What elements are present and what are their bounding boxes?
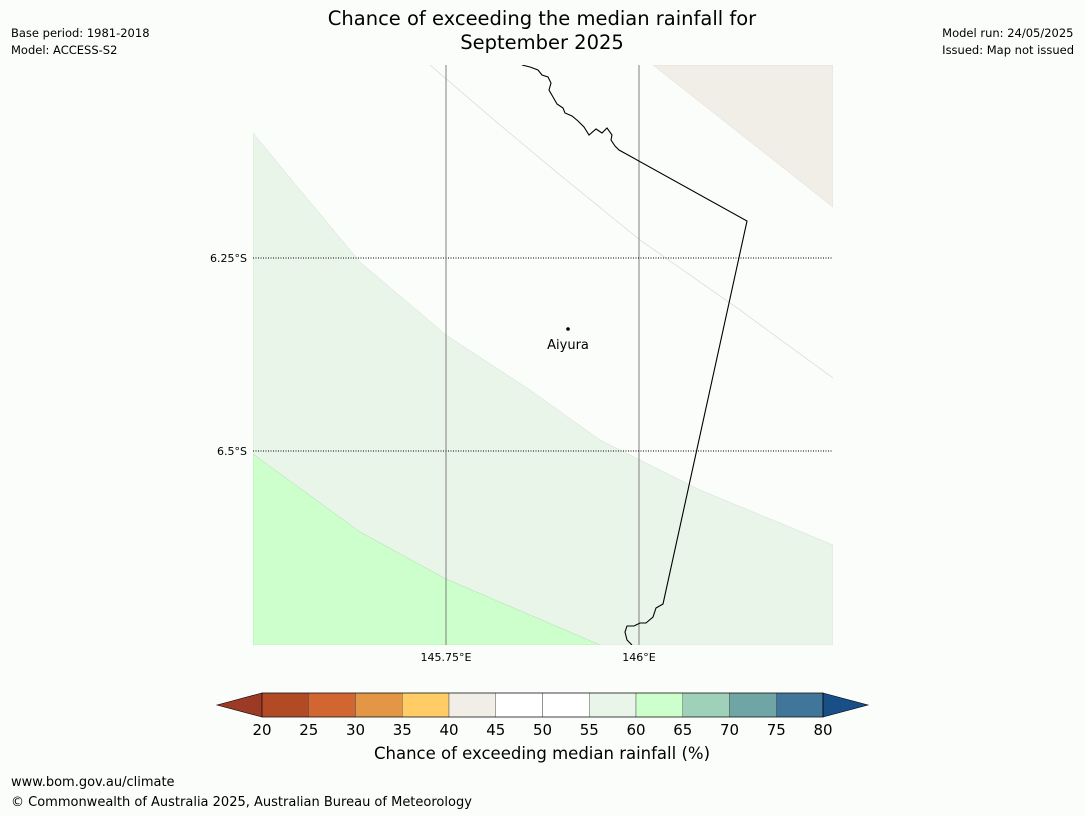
- band-40-45: [652, 65, 833, 208]
- model-name: Model: ACCESS-S2: [11, 43, 118, 57]
- colorbar-segment: [402, 692, 450, 718]
- colorbar-segment: [448, 692, 496, 718]
- colorbar-tick-label: 70: [720, 721, 739, 739]
- colorbar-tick-label: 35: [393, 721, 412, 739]
- aiyura-label: Aiyura: [547, 338, 589, 353]
- colorbar-tick-label: 60: [626, 721, 645, 739]
- footer-copyright: © Commonwealth of Australia 2025, Austra…: [11, 795, 472, 810]
- title-line-1: Chance of exceeding the median rainfall …: [327, 7, 757, 30]
- colorbar-tick-label: 65: [673, 721, 692, 739]
- colorbar-tick-label: 45: [486, 721, 505, 739]
- colorbar-tick-label: 40: [439, 721, 458, 739]
- colorbar-tick-label: 55: [580, 721, 599, 739]
- colorbar-segment: [682, 692, 730, 718]
- colorbar-segment: [308, 692, 356, 718]
- colorbar-segment: [589, 692, 637, 718]
- colorbar-segment: [776, 692, 824, 718]
- province-boundary: [521, 65, 748, 645]
- colorbar-frame: [261, 692, 824, 718]
- meta-right: Model run: 24/05/2025 Issued: Map not is…: [942, 25, 1074, 59]
- colorbar-tick-label: 25: [299, 721, 318, 739]
- lat-label-6-5: 6.5°S: [217, 445, 247, 458]
- colorbar-tick-label: 30: [346, 721, 365, 739]
- model-run: Model run: 24/05/2025: [942, 26, 1074, 40]
- colorbar-segment: [355, 692, 403, 718]
- colorbar-tick-label: 80: [813, 721, 832, 739]
- colorbar-segment: [542, 692, 590, 718]
- colorbar-tick-label: 75: [767, 721, 786, 739]
- issued-status: Issued: Map not issued: [942, 43, 1074, 57]
- colorbar-extend-high: [822, 692, 870, 718]
- map-frame: [253, 65, 833, 645]
- lon-label-146: 146°E: [622, 651, 655, 664]
- colorbar-segment: [635, 692, 683, 718]
- colorbar-segment: [261, 692, 309, 718]
- aiyura-marker: [566, 327, 570, 331]
- colorbar-label: Chance of exceeding median rainfall (%): [373, 744, 711, 763]
- meta-left: Base period: 1981-2018 Model: ACCESS-S2: [11, 25, 150, 59]
- map-title: Chance of exceeding the median rainfall …: [242, 7, 842, 55]
- colorbar: 20 25 30 35 40 45 50 55 60 65 70 75 80: [215, 692, 870, 739]
- title-line-2: September 2025: [460, 31, 624, 54]
- contour-line: [429, 65, 833, 379]
- lat-label-6-25: 6.25°S: [210, 252, 247, 265]
- colorbar-segment: [729, 692, 777, 718]
- colorbar-tick-label: 50: [533, 721, 552, 739]
- footer-url: www.bom.gov.au/climate: [11, 775, 175, 790]
- band-60-65: [253, 453, 601, 645]
- base-period: Base period: 1981-2018: [11, 26, 150, 40]
- colorbar-segment: [495, 692, 543, 718]
- lon-label-145-75: 145.75°E: [421, 651, 472, 664]
- colorbar-extend-low: [215, 692, 263, 718]
- colorbar-tick-label: 20: [252, 721, 271, 739]
